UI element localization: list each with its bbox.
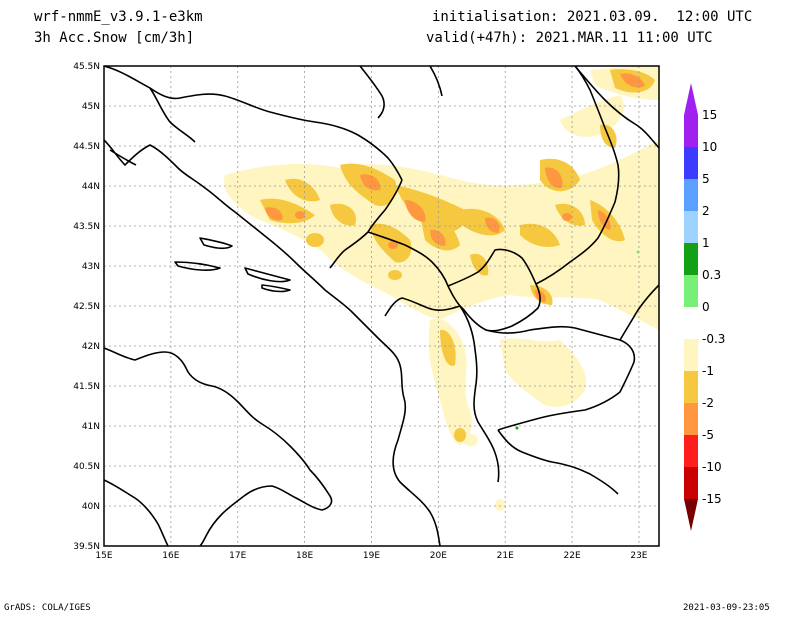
lat-lon-grid — [104, 66, 659, 546]
lon-tick-label: 16E — [162, 551, 179, 561]
colorbar-segment — [684, 211, 698, 243]
colorbar-label: 5 — [702, 172, 710, 186]
colorbar-label: 0.3 — [702, 268, 721, 282]
latitude-ticks: 45.5N 45N 44.5N 44N 43.5N 43N 42.5N 42N 41.5N 41N… — [73, 62, 100, 552]
colorbar-segment — [684, 339, 698, 371]
colorbar-segment — [684, 371, 698, 403]
lat-tick-label: 42N — [82, 342, 100, 352]
lat-tick-label: 40.5N — [73, 462, 100, 472]
colorbar-segment — [684, 275, 698, 307]
lat-tick-label: 41N — [82, 422, 100, 432]
timestamp-label: 2021-03-09-23:05 — [683, 603, 770, 613]
coastlines-borders — [104, 66, 659, 546]
colorbar-segment — [684, 467, 698, 499]
lon-tick-label: 19E — [363, 551, 380, 561]
lon-tick-label: 23E — [630, 551, 647, 561]
colorbar-segment — [684, 179, 698, 211]
field-title: 3h Acc.Snow [cm/3h] — [34, 30, 195, 46]
colorbar-segment — [684, 435, 698, 467]
colorbar: 15 10 5 2 1 0.3 0 -0.3 -1 -2 -5 -10 -15 — [684, 83, 725, 531]
snow-field — [224, 66, 659, 511]
colorbar-segment — [684, 403, 698, 435]
lat-tick-label: 45.5N — [73, 62, 100, 72]
lon-tick-label: 15E — [95, 551, 112, 561]
lat-tick-label: 43N — [82, 262, 100, 272]
lon-tick-label: 22E — [564, 551, 581, 561]
colorbar-segment — [684, 115, 698, 147]
credit-label: GrADS: COLA/IGES — [4, 603, 91, 613]
colorbar-segment — [684, 307, 698, 339]
colorbar-label: -2 — [702, 396, 714, 410]
colorbar-segment — [684, 243, 698, 275]
colorbar-label: 2 — [702, 204, 710, 218]
colorbar-label: -0.3 — [702, 332, 725, 346]
colorbar-segment — [684, 147, 698, 179]
lat-tick-label: 44N — [82, 182, 100, 192]
colorbar-label: -10 — [702, 460, 722, 474]
colorbar-label: 10 — [702, 140, 717, 154]
longitude-ticks: 15E 16E 17E 18E 19E 20E 21E 22E 23E — [95, 551, 647, 561]
lon-tick-label: 18E — [296, 551, 313, 561]
valid-time: valid(+47h): 2021.MAR.11 11:00 UTC — [426, 30, 713, 46]
map-frame — [103, 65, 660, 547]
lat-tick-label: 44.5N — [73, 142, 100, 152]
colorbar-label: -15 — [702, 492, 722, 506]
colorbar-label: -5 — [702, 428, 714, 442]
lon-tick-label: 21E — [497, 551, 514, 561]
lat-tick-label: 43.5N — [73, 222, 100, 232]
colorbar-label: 0 — [702, 300, 710, 314]
lat-tick-label: 39.5N — [73, 542, 100, 552]
colorbar-label: -1 — [702, 364, 714, 378]
lat-tick-label: 41.5N — [73, 382, 100, 392]
lon-tick-label: 17E — [229, 551, 246, 561]
lon-tick-label: 20E — [430, 551, 447, 561]
colorbar-bottom-arrow — [684, 499, 698, 531]
lat-tick-label: 42.5N — [73, 302, 100, 312]
model-title: wrf-nmmE_v3.9.1-e3km — [34, 9, 203, 25]
colorbar-label: 15 — [702, 108, 717, 122]
colorbar-label: 1 — [702, 236, 710, 250]
colorbar-top-arrow — [684, 83, 698, 115]
lat-tick-label: 40N — [82, 502, 100, 512]
lat-tick-label: 45N — [82, 102, 100, 112]
init-time: initialisation: 2021.03.09. 12:00 UTC — [432, 9, 753, 25]
